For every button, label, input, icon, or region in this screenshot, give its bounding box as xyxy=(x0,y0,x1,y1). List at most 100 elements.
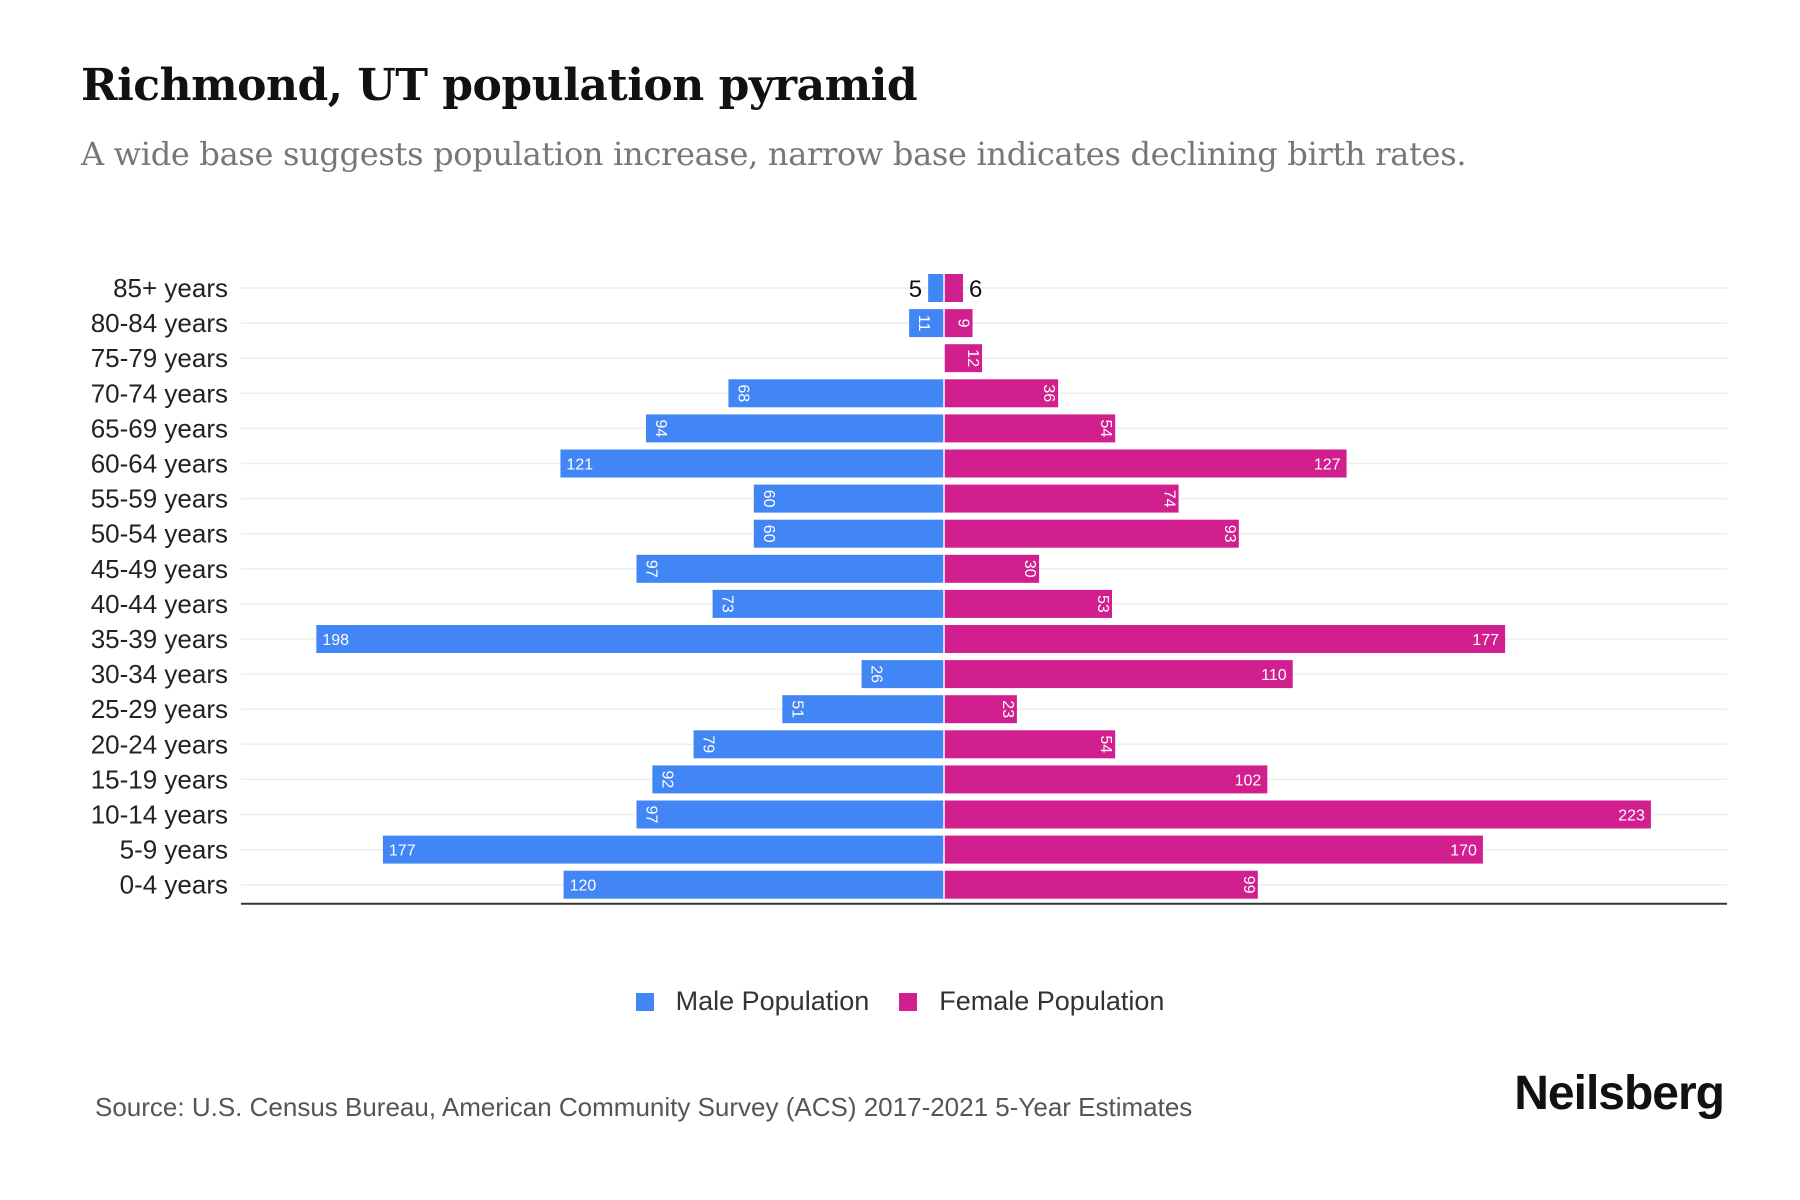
data-label-male: 26 xyxy=(868,665,885,683)
data-label-male: 73 xyxy=(719,595,736,613)
data-label-female: 93 xyxy=(1221,525,1238,543)
category-label: 30-34 years xyxy=(91,659,228,689)
bar-female xyxy=(944,800,1651,829)
source-note: Source: U.S. Census Bureau, American Com… xyxy=(95,1092,1193,1122)
bar-female xyxy=(944,660,1293,689)
data-label-female: 36 xyxy=(1040,384,1057,402)
category-label: 10-14 years xyxy=(91,800,228,830)
data-label-female: 9 xyxy=(955,319,972,328)
bar-male xyxy=(712,589,944,618)
data-label-male: 97 xyxy=(643,560,660,578)
bar-female xyxy=(944,589,1113,618)
category-label: 85+ years xyxy=(113,273,228,303)
data-label-male: 121 xyxy=(566,457,593,474)
bar-female xyxy=(944,414,1116,443)
bar-female xyxy=(944,625,1506,653)
category-label: 50-54 years xyxy=(91,519,228,549)
category-label: 0-4 years xyxy=(120,870,228,900)
legend-swatch-male xyxy=(635,992,654,1011)
data-label-male: 60 xyxy=(760,525,777,543)
bar-male xyxy=(728,379,944,408)
bar-male xyxy=(909,309,944,338)
bar-female xyxy=(944,484,1179,513)
bar-male xyxy=(753,519,944,548)
data-label-male: 92 xyxy=(658,771,675,789)
bar-female xyxy=(944,695,1017,724)
data-label-female: 170 xyxy=(1450,843,1477,860)
data-label-male: 120 xyxy=(570,878,597,895)
category-label: 25-29 years xyxy=(91,694,228,724)
bar-female xyxy=(944,730,1116,759)
category-label: 20-24 years xyxy=(91,729,228,759)
data-label-female: 177 xyxy=(1472,632,1499,649)
bar-male xyxy=(560,449,944,478)
category-label: 65-69 years xyxy=(91,413,228,443)
bar-male xyxy=(382,835,944,864)
data-label-female: 30 xyxy=(1021,560,1038,578)
bar-female xyxy=(944,835,1483,864)
bar-female xyxy=(944,309,973,338)
data-label-female: 110 xyxy=(1261,667,1287,684)
bar-female xyxy=(944,449,1347,478)
bar-male xyxy=(652,765,944,794)
category-label: 60-64 years xyxy=(91,449,228,479)
bar-male xyxy=(316,625,945,653)
data-label-female: 102 xyxy=(1235,772,1262,789)
category-label: 75-79 years xyxy=(91,343,228,373)
data-label-male: 60 xyxy=(760,490,777,508)
bar-female xyxy=(944,379,1059,408)
bar-male xyxy=(563,870,944,899)
legend-swatch-female xyxy=(899,992,918,1011)
neilsberg-logo: Neilsberg xyxy=(1514,1067,1725,1120)
bar-female xyxy=(944,519,1239,548)
legend-item-male: Male Population xyxy=(635,986,870,1017)
category-label: 35-39 years xyxy=(91,624,228,654)
data-label-male: 68 xyxy=(734,384,751,402)
bar-male xyxy=(646,414,944,443)
data-label-female: 223 xyxy=(1618,808,1645,825)
data-label-female: 23 xyxy=(999,700,1016,718)
legend-label-female: Female Population xyxy=(939,986,1165,1016)
bar-female xyxy=(944,344,983,373)
bar-male xyxy=(782,695,944,724)
bar-male xyxy=(861,660,944,689)
category-label: 80-84 years xyxy=(91,308,228,338)
chart-title: Richmond, UT population pyramid xyxy=(81,60,918,111)
category-label: 15-19 years xyxy=(91,764,228,794)
data-label-male: 79 xyxy=(700,735,717,753)
bar-female xyxy=(944,870,1258,899)
bar-male xyxy=(636,800,944,829)
data-label-male: 11 xyxy=(915,315,932,332)
data-label-female: 74 xyxy=(1161,490,1178,508)
category-label: 55-59 years xyxy=(91,484,228,514)
data-label-male: 198 xyxy=(322,632,349,649)
category-label: 40-44 years xyxy=(91,589,228,619)
bar-male xyxy=(928,274,944,302)
data-label-male: 94 xyxy=(652,420,669,438)
data-label-female: 6 xyxy=(969,276,982,303)
bar-male xyxy=(636,554,944,583)
data-label-female: 127 xyxy=(1314,457,1341,474)
bar-female xyxy=(944,554,1040,583)
bar-female xyxy=(944,274,964,302)
bar-male xyxy=(693,730,944,759)
data-label-female: 99 xyxy=(1240,876,1257,894)
data-label-male: 5 xyxy=(909,276,922,303)
legend-label-male: Male Population xyxy=(675,986,870,1016)
data-label-female: 54 xyxy=(1097,735,1114,753)
category-label: 70-74 years xyxy=(91,378,228,408)
legend-item-female: Female Population xyxy=(899,986,1164,1017)
data-label-male: 51 xyxy=(788,700,805,718)
category-label: 5-9 years xyxy=(120,835,228,865)
data-label-female: 54 xyxy=(1097,420,1114,438)
bar-female xyxy=(944,765,1268,794)
chart-subtitle: A wide base suggests population increase… xyxy=(81,135,1467,173)
data-label-male: 97 xyxy=(643,806,660,824)
category-label: 45-49 years xyxy=(91,554,228,584)
data-label-female: 53 xyxy=(1094,595,1111,613)
data-label-male: 177 xyxy=(389,843,416,860)
legend: Male Population Female Population xyxy=(0,986,1800,1017)
bar-male xyxy=(753,484,944,513)
data-label-female: 12 xyxy=(964,349,981,367)
